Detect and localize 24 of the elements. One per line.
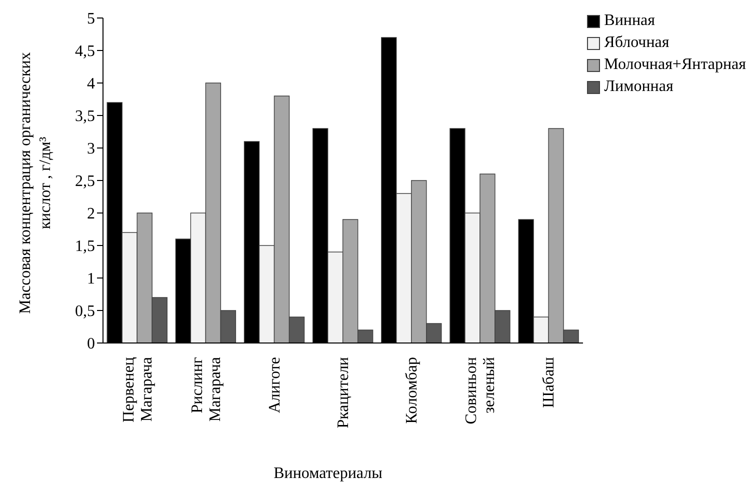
y-tick-label: 4 <box>87 76 95 93</box>
y-tick-label: 4,5 <box>75 43 95 60</box>
x-tick-label: Коломбар <box>404 357 421 424</box>
x-tick-label: Ркацители <box>335 356 352 428</box>
y-tick-label: 5 <box>87 10 95 28</box>
y-tick-label: 1 <box>87 270 95 288</box>
legend-label: Яблочная <box>604 33 670 53</box>
y-tick-label: 0 <box>87 336 95 353</box>
y-tick-label: 2,5 <box>75 173 95 190</box>
y-tick-label: 3,5 <box>75 108 95 126</box>
y-tick-label: 1,5 <box>75 238 95 256</box>
y-tick-label: 2 <box>87 206 95 223</box>
x-axis-title: Виноматериалы <box>274 465 383 482</box>
legend-label: Лимонная <box>604 77 674 97</box>
legend-label: Винная <box>604 11 655 31</box>
x-tick-label: Рислинг Магарача <box>188 356 224 422</box>
legend-label: Молочная+Янтарная <box>604 55 746 75</box>
x-tick-label: Первенец Магарача <box>120 356 156 422</box>
y-tick-label: 3 <box>87 140 95 158</box>
y-tick-label: 0,5 <box>75 303 95 320</box>
x-tick-label: Алиготе <box>266 357 284 414</box>
x-tick-label: Шабаш <box>540 356 558 408</box>
x-tick-label: Совиньон зеленый <box>463 356 498 424</box>
y-axis-title: Массовая концентрация органических кислот , г/дм³ <box>17 52 54 314</box>
